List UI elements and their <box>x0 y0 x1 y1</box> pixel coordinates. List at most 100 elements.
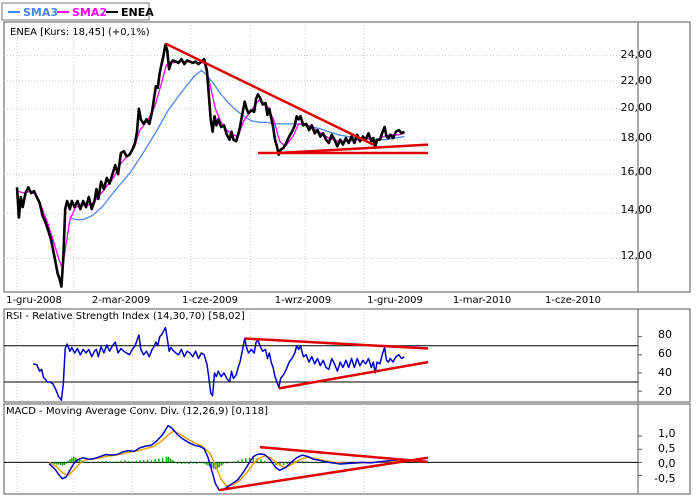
macd-histogram-bar <box>64 462 65 465</box>
macd-histogram-bar <box>268 462 269 463</box>
rsi-y-tick-label: 80 <box>658 328 672 341</box>
macd-histogram-bar <box>185 462 186 463</box>
macd-histogram-bar <box>143 460 144 463</box>
macd-y-tick-label: 1,0 <box>658 427 676 440</box>
macd-histogram-bar <box>120 461 121 463</box>
price-y-tick-label: 16,00 <box>621 165 653 178</box>
macd-histogram-bar <box>73 457 74 463</box>
rsi-panel-title: RSI - Relative Strength Index (14,30,70)… <box>6 311 245 322</box>
rsi-y-tick-label: 60 <box>658 347 672 360</box>
macd-histogram-bar <box>113 462 114 463</box>
macd-histogram-bar <box>245 458 246 462</box>
macd-histogram-bar <box>192 462 193 463</box>
macd-histogram-bar <box>200 462 201 463</box>
macd-histogram-bar <box>117 461 118 462</box>
legend-label-enea: ENEA <box>121 6 154 19</box>
macd-histogram-bar <box>241 459 242 462</box>
macd-histogram-bar <box>162 458 163 463</box>
x-tick-label: 1-cze-2009 <box>182 295 238 306</box>
macd-histogram-bar <box>54 462 55 464</box>
macd-histogram-bar <box>158 459 159 463</box>
macd-histogram-bar <box>226 462 227 463</box>
macd-histogram-bar <box>313 462 314 463</box>
macd-histogram-bar <box>67 461 68 462</box>
macd-histogram-bar <box>219 462 220 467</box>
x-tick-label: 1-gru-2009 <box>367 295 423 306</box>
macd-histogram-bar <box>90 462 91 463</box>
macd-histogram-bar <box>168 457 169 463</box>
macd-histogram-bar <box>207 462 208 465</box>
macd-histogram-bar <box>154 459 155 462</box>
x-tick-label: 2-mar-2009 <box>92 295 150 306</box>
macd-histogram-bar <box>62 462 63 465</box>
macd-histogram-bar <box>260 459 261 462</box>
macd-histogram-bar <box>238 460 239 462</box>
macd-y-tick-label: -0,5 <box>654 472 675 485</box>
rsi-y-tick-label: 20 <box>658 385 672 398</box>
macd-histogram-bar <box>221 462 222 465</box>
macd-y-tick-label: 0,5 <box>658 442 676 455</box>
macd-histogram-bar <box>309 462 310 463</box>
macd-histogram-bar <box>196 462 197 463</box>
macd-y-tick-label: 0,0 <box>658 457 676 470</box>
macd-histogram-bar <box>58 462 59 464</box>
x-tick-label: 1-wrz-2009 <box>275 295 332 306</box>
macd-histogram-bar <box>173 461 174 463</box>
macd-histogram-bar <box>71 458 72 463</box>
macd-histogram-bar <box>66 462 67 463</box>
x-tick-label: 1-gru-2008 <box>6 295 62 306</box>
macd-histogram-bar <box>188 462 189 464</box>
macd-histogram-bar <box>287 462 288 464</box>
price-y-tick-label: 12,00 <box>621 249 653 262</box>
x-tick-label: 1-cze-2010 <box>545 295 601 306</box>
price-y-tick-label: 14,00 <box>621 203 653 216</box>
macd-histogram-bar <box>166 457 167 462</box>
macd-histogram-bar <box>181 462 182 464</box>
macd-histogram-bar <box>171 460 172 463</box>
macd-histogram-bar <box>151 460 152 462</box>
macd-panel-title: MACD - Moving Average Conv. Div. (12,26,… <box>6 406 268 417</box>
macd-histogram-bar <box>132 461 133 462</box>
macd-histogram-bar <box>79 460 80 463</box>
legend-label-sma2: SMA2 <box>72 6 107 19</box>
price-y-tick-label: 18,00 <box>621 131 653 144</box>
price-y-tick-label: 24,00 <box>621 48 653 61</box>
macd-histogram-bar <box>124 460 125 462</box>
macd-histogram-bar <box>98 461 99 462</box>
macd-histogram-bar <box>204 462 205 463</box>
macd-histogram-bar <box>105 461 106 463</box>
macd-histogram-bar <box>69 459 70 462</box>
rsi-y-tick-label: 40 <box>658 366 672 379</box>
macd-histogram-bar <box>317 462 318 463</box>
price-y-tick-label: 20,00 <box>621 101 653 114</box>
macd-histogram-bar <box>321 462 322 463</box>
legend: SMA3 SMA2 ENEA <box>2 3 154 20</box>
macd-histogram-bar <box>205 462 206 464</box>
macd-histogram-bar <box>306 461 307 462</box>
macd-histogram-bar <box>128 461 129 463</box>
macd-histogram-bar <box>177 462 178 463</box>
macd-histogram-bar <box>109 461 110 462</box>
macd-histogram-bar <box>264 461 265 463</box>
price-panel-title: ENEA [Kurs: 18,45] (+0,1%) <box>10 27 150 38</box>
macd-histogram-bar <box>169 458 170 462</box>
macd-histogram-bar <box>147 460 148 463</box>
macd-histogram-bar <box>101 461 102 462</box>
macd-histogram-bar <box>139 460 140 462</box>
macd-histogram-bar <box>302 461 303 463</box>
macd-histogram-bar <box>230 462 231 463</box>
legend-label-sma3: SMA3 <box>23 6 58 19</box>
macd-histogram-bar <box>94 462 95 463</box>
macd-histogram-bar <box>60 462 61 465</box>
macd-histogram-bar <box>135 461 136 463</box>
macd-histogram-bar <box>56 462 57 464</box>
macd-histogram-bar <box>283 462 284 465</box>
macd-histogram-bar <box>175 462 176 463</box>
macd-histogram-bar <box>86 461 87 462</box>
x-tick-label: 1-mar-2010 <box>453 295 511 306</box>
macd-histogram-bar <box>234 461 235 462</box>
macd-histogram-bar <box>222 462 223 464</box>
